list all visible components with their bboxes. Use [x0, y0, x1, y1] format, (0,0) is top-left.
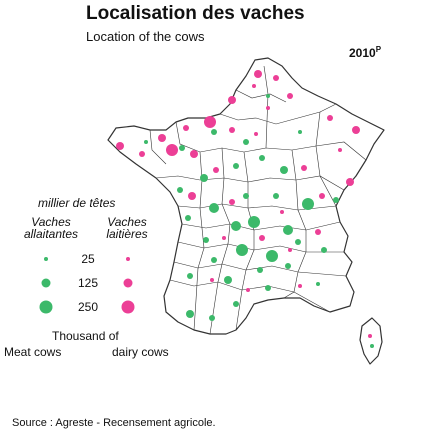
year-label: 2010P [349, 45, 382, 60]
legend-english-heading: Thousand of [52, 329, 119, 343]
legend-meat-25 [44, 257, 48, 261]
country-outline [107, 57, 385, 365]
legend-meat-column-head: Vaches allaitantes [23, 215, 79, 241]
legend-size-25: 25 [81, 252, 95, 266]
source-note: Source : Agreste - Recensement agricole. [12, 417, 216, 429]
department-borders [149, 65, 367, 335]
legend-markers [39, 257, 135, 314]
page-title: Localisation des vaches [86, 3, 305, 24]
legend-dairy-250 [121, 300, 135, 314]
dairy-cow-markers [116, 70, 372, 338]
legend-heading: millier de têtes [38, 196, 116, 210]
legend-dairy-column-head: Vaches laitières [106, 215, 148, 241]
page-subtitle: Location of the cows [86, 29, 205, 44]
legend-meat-125 [41, 278, 51, 288]
meat-cow-markers [144, 94, 374, 348]
legend-english-meat: Meat cows [4, 345, 62, 359]
legend-dairy-25 [126, 257, 130, 261]
legend-english-dairy: dairy cows [112, 345, 169, 359]
legend-size-125: 125 [77, 276, 99, 290]
legend-size-250: 250 [77, 300, 99, 314]
legend-dairy-125 [123, 278, 133, 288]
legend-meat-250 [39, 300, 53, 314]
